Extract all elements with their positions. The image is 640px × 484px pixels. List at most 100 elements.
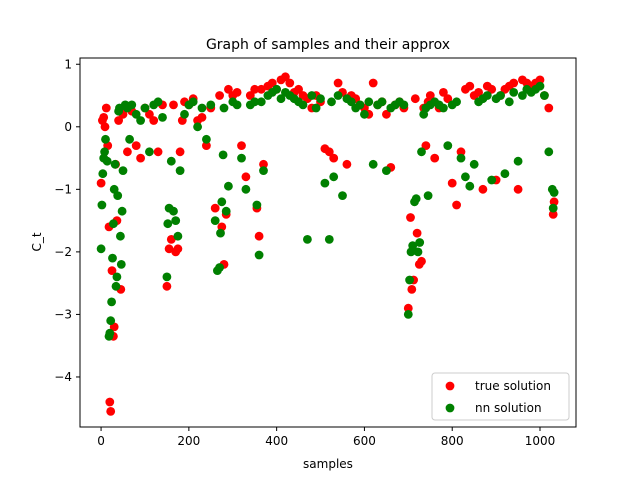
data-point-nn-solution xyxy=(509,88,519,97)
data-point-true-solution xyxy=(407,285,417,294)
legend-box xyxy=(431,372,570,421)
data-point-nn-solution xyxy=(241,184,251,194)
data-point-nn-solution xyxy=(98,169,108,179)
data-point-true-solution xyxy=(99,113,109,122)
data-point-true-solution xyxy=(452,200,461,210)
data-point-nn-solution xyxy=(252,200,262,210)
data-point-true-solution xyxy=(329,153,339,163)
x-tick-label: 200 xyxy=(177,434,200,448)
y-tick-label: −3 xyxy=(54,307,72,321)
data-point-true-solution xyxy=(175,147,185,157)
data-point-true-solution xyxy=(250,84,260,94)
data-point-nn-solution xyxy=(250,97,260,107)
data-point-nn-solution xyxy=(518,91,527,100)
data-point-nn-solution xyxy=(232,100,242,110)
data-point-nn-solution xyxy=(320,178,330,188)
data-point-true-solution xyxy=(412,228,422,238)
y-tick-label: −1 xyxy=(54,182,72,196)
data-point-nn-solution xyxy=(158,113,167,122)
data-point-nn-solution xyxy=(452,97,461,107)
data-point-true-solution xyxy=(166,235,176,244)
data-point-nn-solution xyxy=(224,181,233,191)
data-point-true-solution xyxy=(478,184,488,194)
data-point-true-solution xyxy=(447,178,457,188)
data-point-nn-solution xyxy=(415,238,425,247)
data-point-true-solution xyxy=(237,141,246,151)
data-point-nn-solution xyxy=(549,188,559,197)
legend-label-nn-solution: nn solution xyxy=(475,401,542,415)
data-point-nn-solution xyxy=(368,159,378,169)
data-point-nn-solution xyxy=(193,122,203,132)
data-point-true-solution xyxy=(131,141,141,151)
data-point-nn-solution xyxy=(469,159,479,169)
data-point-true-solution xyxy=(136,153,146,163)
x-tick-label: 1000 xyxy=(525,434,556,448)
data-point-nn-solution xyxy=(456,153,466,163)
data-point-nn-solution xyxy=(399,100,409,110)
data-point-nn-solution xyxy=(298,100,308,110)
data-point-nn-solution xyxy=(202,134,211,144)
data-point-nn-solution xyxy=(307,91,317,100)
legend: true solution nn solution xyxy=(431,372,570,421)
data-point-nn-solution xyxy=(327,97,336,107)
data-point-true-solution xyxy=(535,75,545,85)
data-point-nn-solution xyxy=(487,175,497,185)
data-point-nn-solution xyxy=(544,147,554,157)
data-point-nn-solution xyxy=(131,109,141,119)
data-point-true-solution xyxy=(382,109,391,119)
data-point-nn-solution xyxy=(364,97,374,107)
data-point-nn-solution xyxy=(162,272,172,282)
data-point-nn-solution xyxy=(218,150,228,160)
data-point-true-solution xyxy=(294,84,303,94)
data-point-nn-solution xyxy=(443,141,453,151)
y-tick-label: −2 xyxy=(54,245,72,259)
data-point-nn-solution xyxy=(210,216,220,226)
data-point-nn-solution xyxy=(237,153,246,163)
data-point-true-solution xyxy=(241,172,251,182)
data-point-nn-solution xyxy=(101,134,110,144)
data-point-true-solution xyxy=(107,266,117,275)
data-point-nn-solution xyxy=(548,203,558,213)
data-point-nn-solution xyxy=(405,275,414,285)
data-point-true-solution xyxy=(544,103,554,113)
data-point-nn-solution xyxy=(166,156,176,166)
data-point-nn-solution xyxy=(96,244,106,254)
data-point-nn-solution xyxy=(500,169,510,179)
data-point-true-solution xyxy=(456,147,466,157)
data-point-nn-solution xyxy=(216,228,225,238)
data-point-nn-solution xyxy=(173,231,183,241)
data-point-nn-solution xyxy=(221,206,231,216)
data-point-nn-solution xyxy=(215,263,225,272)
data-point-nn-solution xyxy=(329,172,339,182)
data-point-nn-solution xyxy=(102,156,112,166)
data-point-nn-solution xyxy=(272,84,281,94)
data-point-true-solution xyxy=(285,78,295,88)
data-point-nn-solution xyxy=(355,100,365,110)
data-point-nn-solution xyxy=(423,191,433,201)
data-point-nn-solution xyxy=(408,241,418,251)
data-point-true-solution xyxy=(509,78,519,88)
data-point-nn-solution xyxy=(217,197,227,207)
x-axis-label: samples xyxy=(303,457,353,471)
data-point-true-solution xyxy=(474,88,483,97)
data-point-nn-solution xyxy=(382,166,391,176)
data-point-true-solution xyxy=(406,213,415,222)
data-point-true-solution xyxy=(425,91,435,100)
legend-label-true-solution: true solution xyxy=(475,379,551,393)
data-point-nn-solution xyxy=(111,281,121,291)
data-point-true-solution xyxy=(410,94,420,104)
data-point-true-solution xyxy=(153,147,163,157)
data-point-nn-solution xyxy=(100,147,109,157)
data-point-nn-solution xyxy=(112,272,122,282)
data-point-true-solution xyxy=(403,303,413,313)
data-point-true-solution xyxy=(149,116,159,125)
data-point-nn-solution xyxy=(117,206,127,216)
data-point-true-solution xyxy=(202,141,211,151)
data-point-nn-solution xyxy=(188,97,198,107)
data-point-nn-solution xyxy=(109,219,118,229)
data-point-true-solution xyxy=(101,103,111,113)
data-point-true-solution xyxy=(417,256,426,266)
data-point-true-solution xyxy=(465,81,475,91)
